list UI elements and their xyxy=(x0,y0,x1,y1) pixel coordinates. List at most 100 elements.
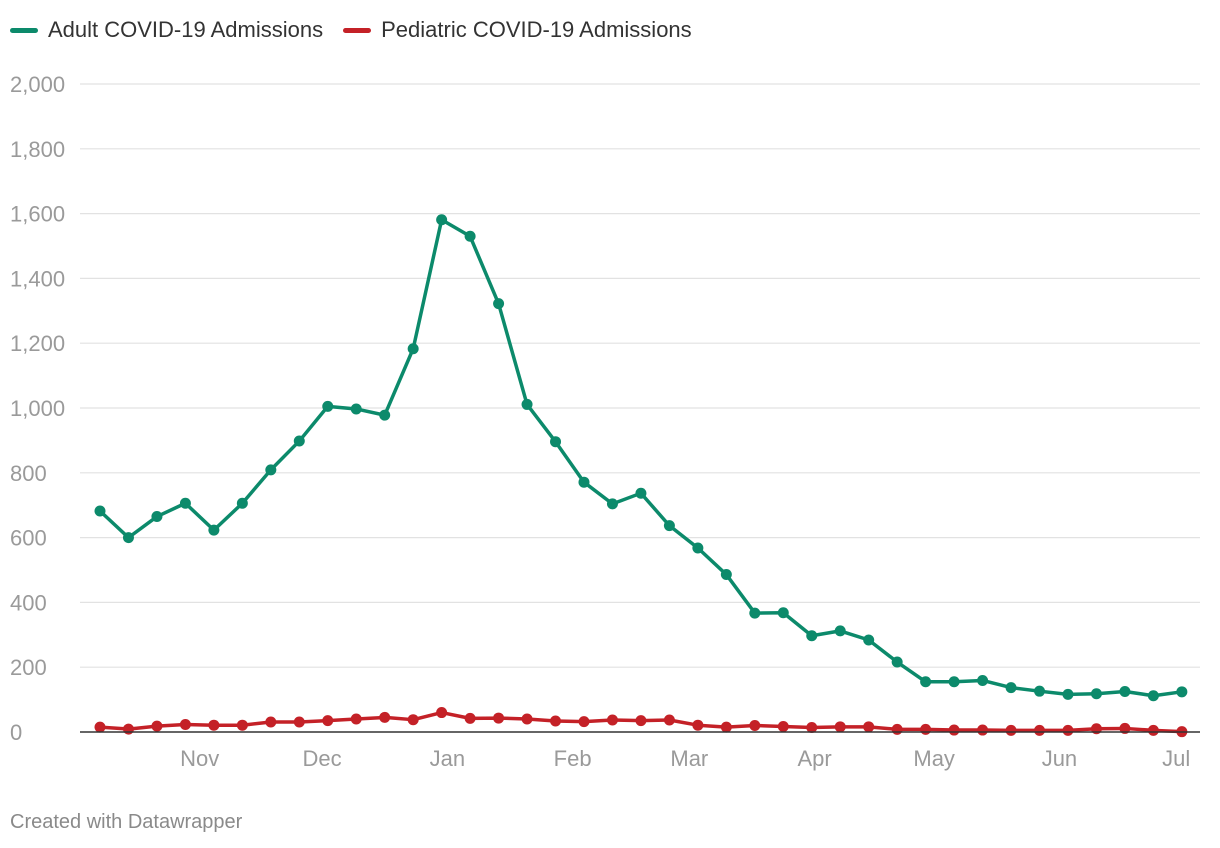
series-lines xyxy=(94,214,1188,738)
data-point xyxy=(749,720,761,732)
data-point xyxy=(1147,724,1159,736)
data-point xyxy=(749,607,761,619)
data-point xyxy=(236,719,248,731)
gridlines xyxy=(80,83,1200,668)
series-1 xyxy=(94,707,1188,738)
data-point xyxy=(464,230,476,242)
data-point xyxy=(635,487,647,499)
data-point xyxy=(920,723,932,735)
y-tick-label: 200 xyxy=(10,655,47,680)
series-line xyxy=(98,218,1184,698)
data-point xyxy=(977,674,989,686)
data-point xyxy=(208,524,220,536)
data-point xyxy=(521,398,533,410)
data-point xyxy=(293,435,305,447)
data-point xyxy=(806,721,818,733)
data-point xyxy=(891,656,903,668)
data-point xyxy=(720,569,732,581)
data-point xyxy=(777,720,789,732)
chart-legend: Adult COVID-19 Admissions Pediatric COVI… xyxy=(10,14,692,46)
x-tick-label: Dec xyxy=(303,746,342,771)
y-tick-label: 0 xyxy=(10,720,22,745)
data-point xyxy=(493,298,505,310)
data-point xyxy=(720,721,732,733)
data-point xyxy=(635,715,647,727)
data-point xyxy=(834,721,846,733)
data-point xyxy=(578,716,590,728)
data-point xyxy=(350,713,362,725)
y-tick-label: 1,200 xyxy=(10,331,65,356)
x-tick-label: Apr xyxy=(797,746,831,771)
x-tick-label: May xyxy=(913,746,955,771)
data-point xyxy=(436,707,448,719)
legend-label-pediatric: Pediatric COVID-19 Admissions xyxy=(381,17,692,42)
x-tick-label: Mar xyxy=(670,746,708,771)
y-tick-label: 1,000 xyxy=(10,396,65,421)
y-tick-label: 600 xyxy=(10,526,47,551)
data-point xyxy=(350,403,362,415)
series-0 xyxy=(94,214,1188,702)
x-axis-tick-labels: Nov Dec Jan Feb Mar Apr May Jun Jul xyxy=(180,746,1190,771)
data-point xyxy=(863,721,875,733)
x-tick-label: Jun xyxy=(1042,746,1077,771)
legend-item-pediatric: Pediatric COVID-19 Admissions xyxy=(343,17,692,43)
data-point xyxy=(179,497,191,509)
data-point xyxy=(436,214,448,226)
data-point xyxy=(1034,724,1046,736)
data-point xyxy=(606,714,618,726)
data-point xyxy=(1005,682,1017,694)
data-point xyxy=(521,713,533,725)
y-tick-label: 800 xyxy=(10,461,47,486)
data-point xyxy=(663,520,675,532)
data-point xyxy=(322,400,334,412)
data-point xyxy=(550,436,562,448)
data-point xyxy=(1119,686,1131,697)
data-point xyxy=(493,712,505,724)
data-point xyxy=(293,716,305,728)
data-point xyxy=(948,724,960,736)
data-point xyxy=(379,409,391,421)
data-point xyxy=(1034,685,1046,697)
legend-item-adult: Adult COVID-19 Admissions xyxy=(10,17,323,43)
chart-credit: Created with Datawrapper xyxy=(10,811,243,833)
data-point xyxy=(265,716,277,728)
data-point xyxy=(777,607,789,619)
data-point xyxy=(692,719,704,731)
legend-swatch-pediatric xyxy=(343,27,372,33)
data-point xyxy=(322,715,334,727)
legend-label-adult: Adult COVID-19 Admissions xyxy=(48,17,324,42)
data-point xyxy=(606,498,618,510)
x-tick-label: Jan xyxy=(430,746,465,771)
data-point xyxy=(407,343,419,355)
x-tick-label: Feb xyxy=(554,746,592,771)
data-point xyxy=(550,715,562,727)
x-tick-label: Nov xyxy=(180,746,219,771)
data-point xyxy=(1119,722,1131,734)
data-point xyxy=(1062,688,1074,700)
y-tick-label: 1,400 xyxy=(10,266,65,291)
data-point xyxy=(663,714,675,726)
data-point xyxy=(151,511,163,523)
data-point xyxy=(122,723,134,735)
y-axis-tick-labels: 0 200 400 600 800 1,000 1,200 1,400 1,600 1,800 2,… xyxy=(10,72,65,745)
data-point xyxy=(1147,690,1159,702)
data-point xyxy=(1005,724,1017,736)
data-point xyxy=(407,714,419,726)
y-tick-label: 2,000 xyxy=(10,72,65,97)
data-point xyxy=(151,720,163,732)
y-tick-label: 400 xyxy=(10,590,47,615)
data-point xyxy=(692,542,704,554)
data-point xyxy=(834,625,846,637)
data-point xyxy=(94,505,106,517)
data-point xyxy=(464,712,476,724)
data-point xyxy=(265,464,277,476)
data-point xyxy=(977,724,989,736)
data-point xyxy=(806,630,818,642)
data-point xyxy=(179,719,191,731)
data-point xyxy=(208,719,220,731)
data-point xyxy=(891,723,903,735)
data-point xyxy=(578,476,590,488)
y-tick-label: 1,800 xyxy=(10,137,65,162)
data-point xyxy=(863,634,875,646)
